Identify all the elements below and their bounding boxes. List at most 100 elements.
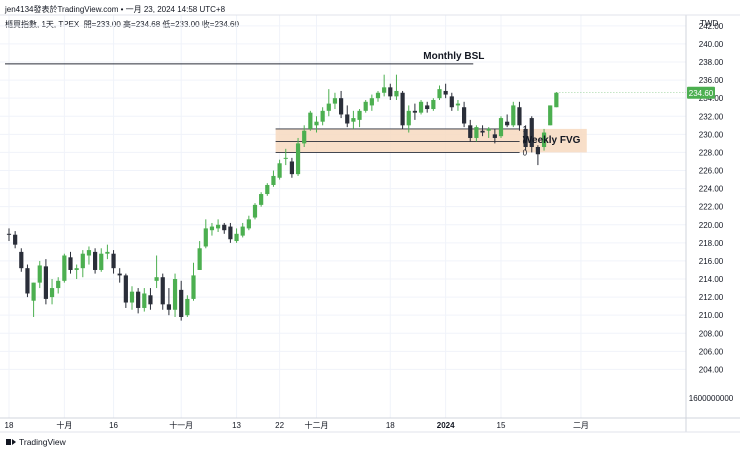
candle-body bbox=[105, 251, 110, 254]
candle-body bbox=[345, 114, 350, 124]
y-tick-label: 232.00 bbox=[699, 112, 724, 121]
candle-body bbox=[412, 110, 417, 113]
candle-body bbox=[99, 253, 104, 270]
candle-body bbox=[523, 128, 528, 148]
candle-body bbox=[326, 103, 331, 111]
x-tick-label: 18 bbox=[386, 421, 395, 430]
candle-body bbox=[357, 110, 362, 120]
x-tick-label: 十月 bbox=[56, 420, 72, 430]
candle-body bbox=[86, 250, 92, 256]
y-tick-label: 224.00 bbox=[699, 185, 724, 194]
candle-body bbox=[252, 204, 258, 218]
candles bbox=[6, 74, 559, 321]
last-price-label: 234.60 bbox=[689, 89, 714, 98]
candle-body bbox=[154, 277, 159, 281]
candle-body bbox=[363, 101, 368, 111]
y-tick-label: 220.00 bbox=[699, 221, 724, 230]
ohlc-values: 開=233.00 高=234.68 低=233.00 收=234.60 bbox=[83, 20, 239, 29]
y-tick-label: 240.00 bbox=[699, 40, 724, 49]
candle-body bbox=[222, 224, 227, 231]
x-tick-label: 二月 bbox=[573, 421, 589, 430]
candle-body bbox=[129, 291, 135, 303]
candle-body bbox=[332, 98, 338, 104]
candle-body bbox=[480, 130, 485, 133]
y-tick-label: 208.00 bbox=[699, 329, 724, 338]
candle-body bbox=[209, 226, 215, 231]
candle-body bbox=[529, 118, 534, 148]
weekly-fvg-label: Weekly FVG bbox=[522, 134, 581, 146]
candle-body bbox=[388, 87, 393, 97]
candle-body bbox=[406, 110, 411, 126]
candle-body bbox=[369, 98, 374, 106]
candle-body bbox=[160, 277, 165, 305]
candle-body bbox=[455, 103, 461, 106]
candle-body bbox=[136, 291, 141, 308]
candle-body bbox=[486, 128, 491, 131]
candle-body bbox=[74, 268, 79, 270]
annotations: 100 bbox=[5, 63, 587, 157]
y-tick-label: 212.00 bbox=[699, 293, 724, 302]
x-tick-label: 2024 bbox=[437, 421, 455, 430]
candle-body bbox=[6, 233, 12, 235]
y-tick-label: 206.00 bbox=[699, 347, 724, 356]
candle-body bbox=[228, 226, 233, 240]
candle-body bbox=[197, 248, 202, 270]
candle-body bbox=[265, 184, 270, 195]
candle-body bbox=[203, 228, 208, 247]
symbol-name[interactable]: 櫃買指數, 1天, TPEX bbox=[5, 20, 80, 29]
y-tick-label: 222.00 bbox=[699, 203, 724, 212]
candle-body bbox=[425, 105, 430, 110]
candle-body bbox=[80, 253, 85, 269]
candle-body bbox=[375, 92, 381, 99]
candle-body bbox=[19, 251, 24, 269]
x-tick-label: 22 bbox=[275, 421, 284, 430]
fvg-level-label: 0 bbox=[523, 148, 528, 157]
currency-label: TWD bbox=[700, 19, 718, 28]
tradingview-logo[interactable]: TradingView bbox=[6, 437, 66, 447]
brand-name: TradingView bbox=[19, 437, 66, 447]
candle-body bbox=[517, 107, 522, 126]
candle-body bbox=[283, 157, 288, 159]
publisher-line: jen4134發表於TradingView.com • 一月 23, 2024 … bbox=[5, 5, 226, 14]
candle-body bbox=[339, 98, 344, 115]
candle-body bbox=[49, 288, 55, 298]
y-tick-label: 210.00 bbox=[699, 311, 724, 320]
x-tick-label: 13 bbox=[232, 421, 241, 430]
y-tick-label: 236.00 bbox=[699, 76, 724, 85]
candle-body bbox=[535, 147, 540, 155]
candle-body bbox=[234, 233, 239, 242]
candle-body bbox=[554, 92, 559, 108]
candle-body bbox=[394, 90, 399, 97]
volume-scale-label: 1600000000 bbox=[689, 394, 734, 403]
y-tick-label: 230.00 bbox=[699, 130, 724, 139]
candle-body bbox=[13, 234, 18, 245]
candle-body bbox=[437, 89, 442, 99]
x-tick-label: 十一月 bbox=[169, 420, 193, 430]
candle-body bbox=[277, 163, 282, 178]
y-tick-label: 204.00 bbox=[699, 365, 724, 374]
x-tick-label: 15 bbox=[497, 421, 506, 430]
candle-body bbox=[191, 275, 196, 299]
candle-body bbox=[314, 121, 319, 126]
candle-body bbox=[351, 118, 356, 122]
candle-body bbox=[431, 99, 436, 110]
candle-body bbox=[117, 273, 122, 276]
candle-body bbox=[216, 224, 221, 229]
candle-body bbox=[400, 92, 405, 126]
candle-body bbox=[93, 251, 98, 270]
candle-body bbox=[25, 268, 30, 294]
candle-body bbox=[148, 295, 153, 305]
candle-body bbox=[166, 304, 171, 310]
y-tick-label: 238.00 bbox=[699, 58, 724, 67]
y-tick-label: 228.00 bbox=[699, 148, 724, 157]
candle-body bbox=[123, 275, 128, 303]
candle-body bbox=[382, 87, 387, 93]
candle-body bbox=[449, 96, 454, 108]
candle-body bbox=[302, 130, 307, 144]
candle-body bbox=[492, 134, 497, 138]
candle-body bbox=[142, 293, 147, 308]
candle-body bbox=[548, 105, 553, 126]
candle-body bbox=[295, 143, 301, 175]
symbol-legend: 櫃買指數, 1天, TPEX 開=233.00 高=234.68 低=233.0… bbox=[5, 19, 239, 30]
